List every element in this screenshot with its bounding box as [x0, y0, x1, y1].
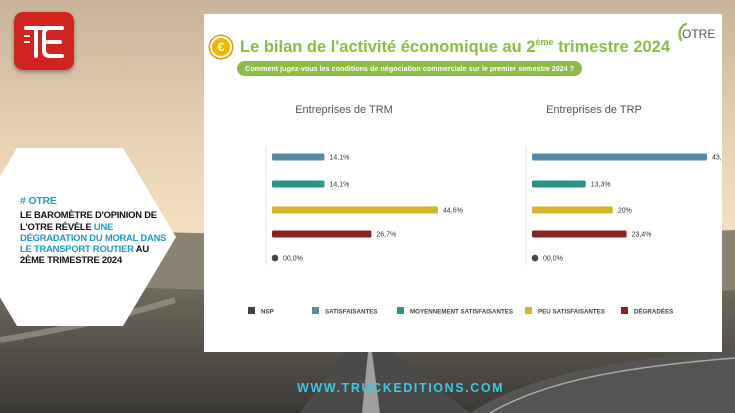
data-label: 26,7%	[376, 232, 396, 239]
bar-moyennement_satisfaisantes	[272, 180, 325, 188]
legend-label-nsp: NSP	[261, 309, 274, 316]
legend-swatch-satisfaisantes	[312, 307, 319, 314]
legend-swatch-nsp	[248, 307, 255, 314]
bar-peu_satisfaisantes	[532, 206, 613, 214]
data-label: 43,3%	[712, 155, 722, 162]
hashtag: # OTRE	[20, 195, 57, 207]
legend-label-moyennement_satisfaisantes: MOYENNEMENT SATISFAISANTES	[410, 309, 513, 316]
chart-title-trp: Entreprises de TRP	[546, 104, 642, 116]
bar-moyennement_satisfaisantes	[532, 180, 586, 188]
te-logo-icon	[24, 26, 64, 58]
bar-nsp	[531, 254, 539, 262]
data-label: 13,3%	[591, 182, 611, 189]
website-url[interactable]: WWW.TRUCKEDITIONS.COM	[297, 381, 505, 395]
legend-swatch-peu_satisfaisantes	[525, 307, 532, 314]
euro-coin-icon: €	[210, 36, 232, 58]
bar-charts: Entreprises de TRM 14,1% 14,1% 44,6% 26,7% 00…	[248, 104, 722, 316]
svg-text:OTRE: OTRE	[682, 27, 715, 41]
bar-degradees	[272, 230, 372, 238]
data-label: 20%	[618, 208, 632, 215]
data-label: 00,0%	[283, 256, 303, 263]
headline-text[interactable]: # OTRE Le baromètre d'opinion de l'OTRE …	[20, 195, 170, 266]
bar-degradees	[532, 230, 627, 238]
data-label: 00,0%	[543, 256, 563, 263]
headline-pre: Le baromètre d'opinion de l'OTRE révèle	[20, 209, 157, 232]
bar-satisfaisantes	[272, 153, 325, 161]
data-label: 23,4%	[632, 232, 652, 239]
bar-satisfaisantes	[532, 153, 707, 161]
data-label: 14,1%	[329, 182, 349, 189]
data-label: 14,1%	[329, 155, 349, 162]
bar-nsp	[271, 254, 279, 262]
legend-label-satisfaisantes: SATISFAISANTES	[325, 309, 377, 316]
otre-logo: OTRE	[678, 20, 722, 48]
bar-peu_satisfaisantes	[272, 206, 438, 214]
headline-post: au 2ème trimestre 2024	[20, 243, 149, 266]
headline-highlight: une dégradation du moral dans le transpo…	[20, 220, 167, 255]
legend-swatch-moyennement_satisfaisantes	[397, 307, 404, 314]
data-label: 44,6%	[443, 208, 463, 215]
legend-label-degradees: DÉGRADÉES	[634, 308, 673, 316]
legend-label-peu_satisfaisantes: PEU SATISFAISANTES	[538, 309, 605, 316]
chart-title-trm: Entreprises de TRM	[295, 104, 393, 116]
legend-swatch-degradees	[621, 307, 628, 314]
survey-question: Comment jugez-vous les conditions de nég…	[237, 61, 583, 76]
panel-title-row: € Le bilan de l'activité économique au 2…	[210, 36, 670, 58]
truck-editions-logo[interactable]	[14, 12, 74, 70]
panel-title: Le bilan de l'activité économique au 2èm…	[240, 37, 671, 56]
infographic-panel: € Le bilan de l'activité économique au 2…	[204, 14, 722, 352]
